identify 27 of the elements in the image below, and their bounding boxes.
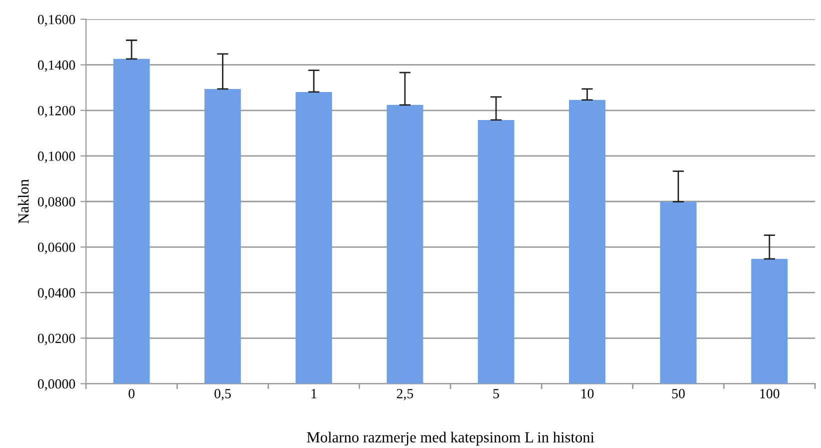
x-tick-label: 5 [493, 389, 499, 398]
y-tick-label: 0,0000 [38, 379, 76, 391]
x-tick-label: 100 [760, 388, 780, 398]
bar [386, 104, 424, 384]
y-tick-label: 0,0800 [38, 197, 76, 208]
bar [660, 202, 697, 384]
y-tick-label: 0,1000 [38, 152, 76, 163]
y-tick-label: 0,1400 [38, 60, 76, 72]
y-tick-label: 0,1200 [38, 106, 76, 118]
y-axis-title: Naklon [18, 179, 29, 224]
x-axis-title: Molarno razmerje med katepsinom L in histoni [306, 432, 594, 446]
x-tick-label: 1 [312, 389, 316, 398]
x-tick-label: 0 [128, 388, 135, 398]
bar [296, 92, 332, 384]
y-tick-label: 0,0600 [38, 242, 76, 254]
bar [478, 120, 514, 384]
x-tick-label: 2,5 [396, 389, 414, 400]
bar [113, 58, 150, 384]
bar [204, 88, 241, 384]
y-tick-label: 0,1600 [38, 14, 76, 26]
x-tick-label: 50 [672, 388, 685, 398]
bar [751, 258, 788, 384]
x-tick-label: 0,5 [214, 388, 231, 400]
x-tick-label: 10 [581, 388, 594, 398]
y-tick-label: 0,0200 [38, 334, 76, 346]
bar [568, 100, 606, 384]
y-tick-label: 0,0400 [38, 288, 76, 300]
